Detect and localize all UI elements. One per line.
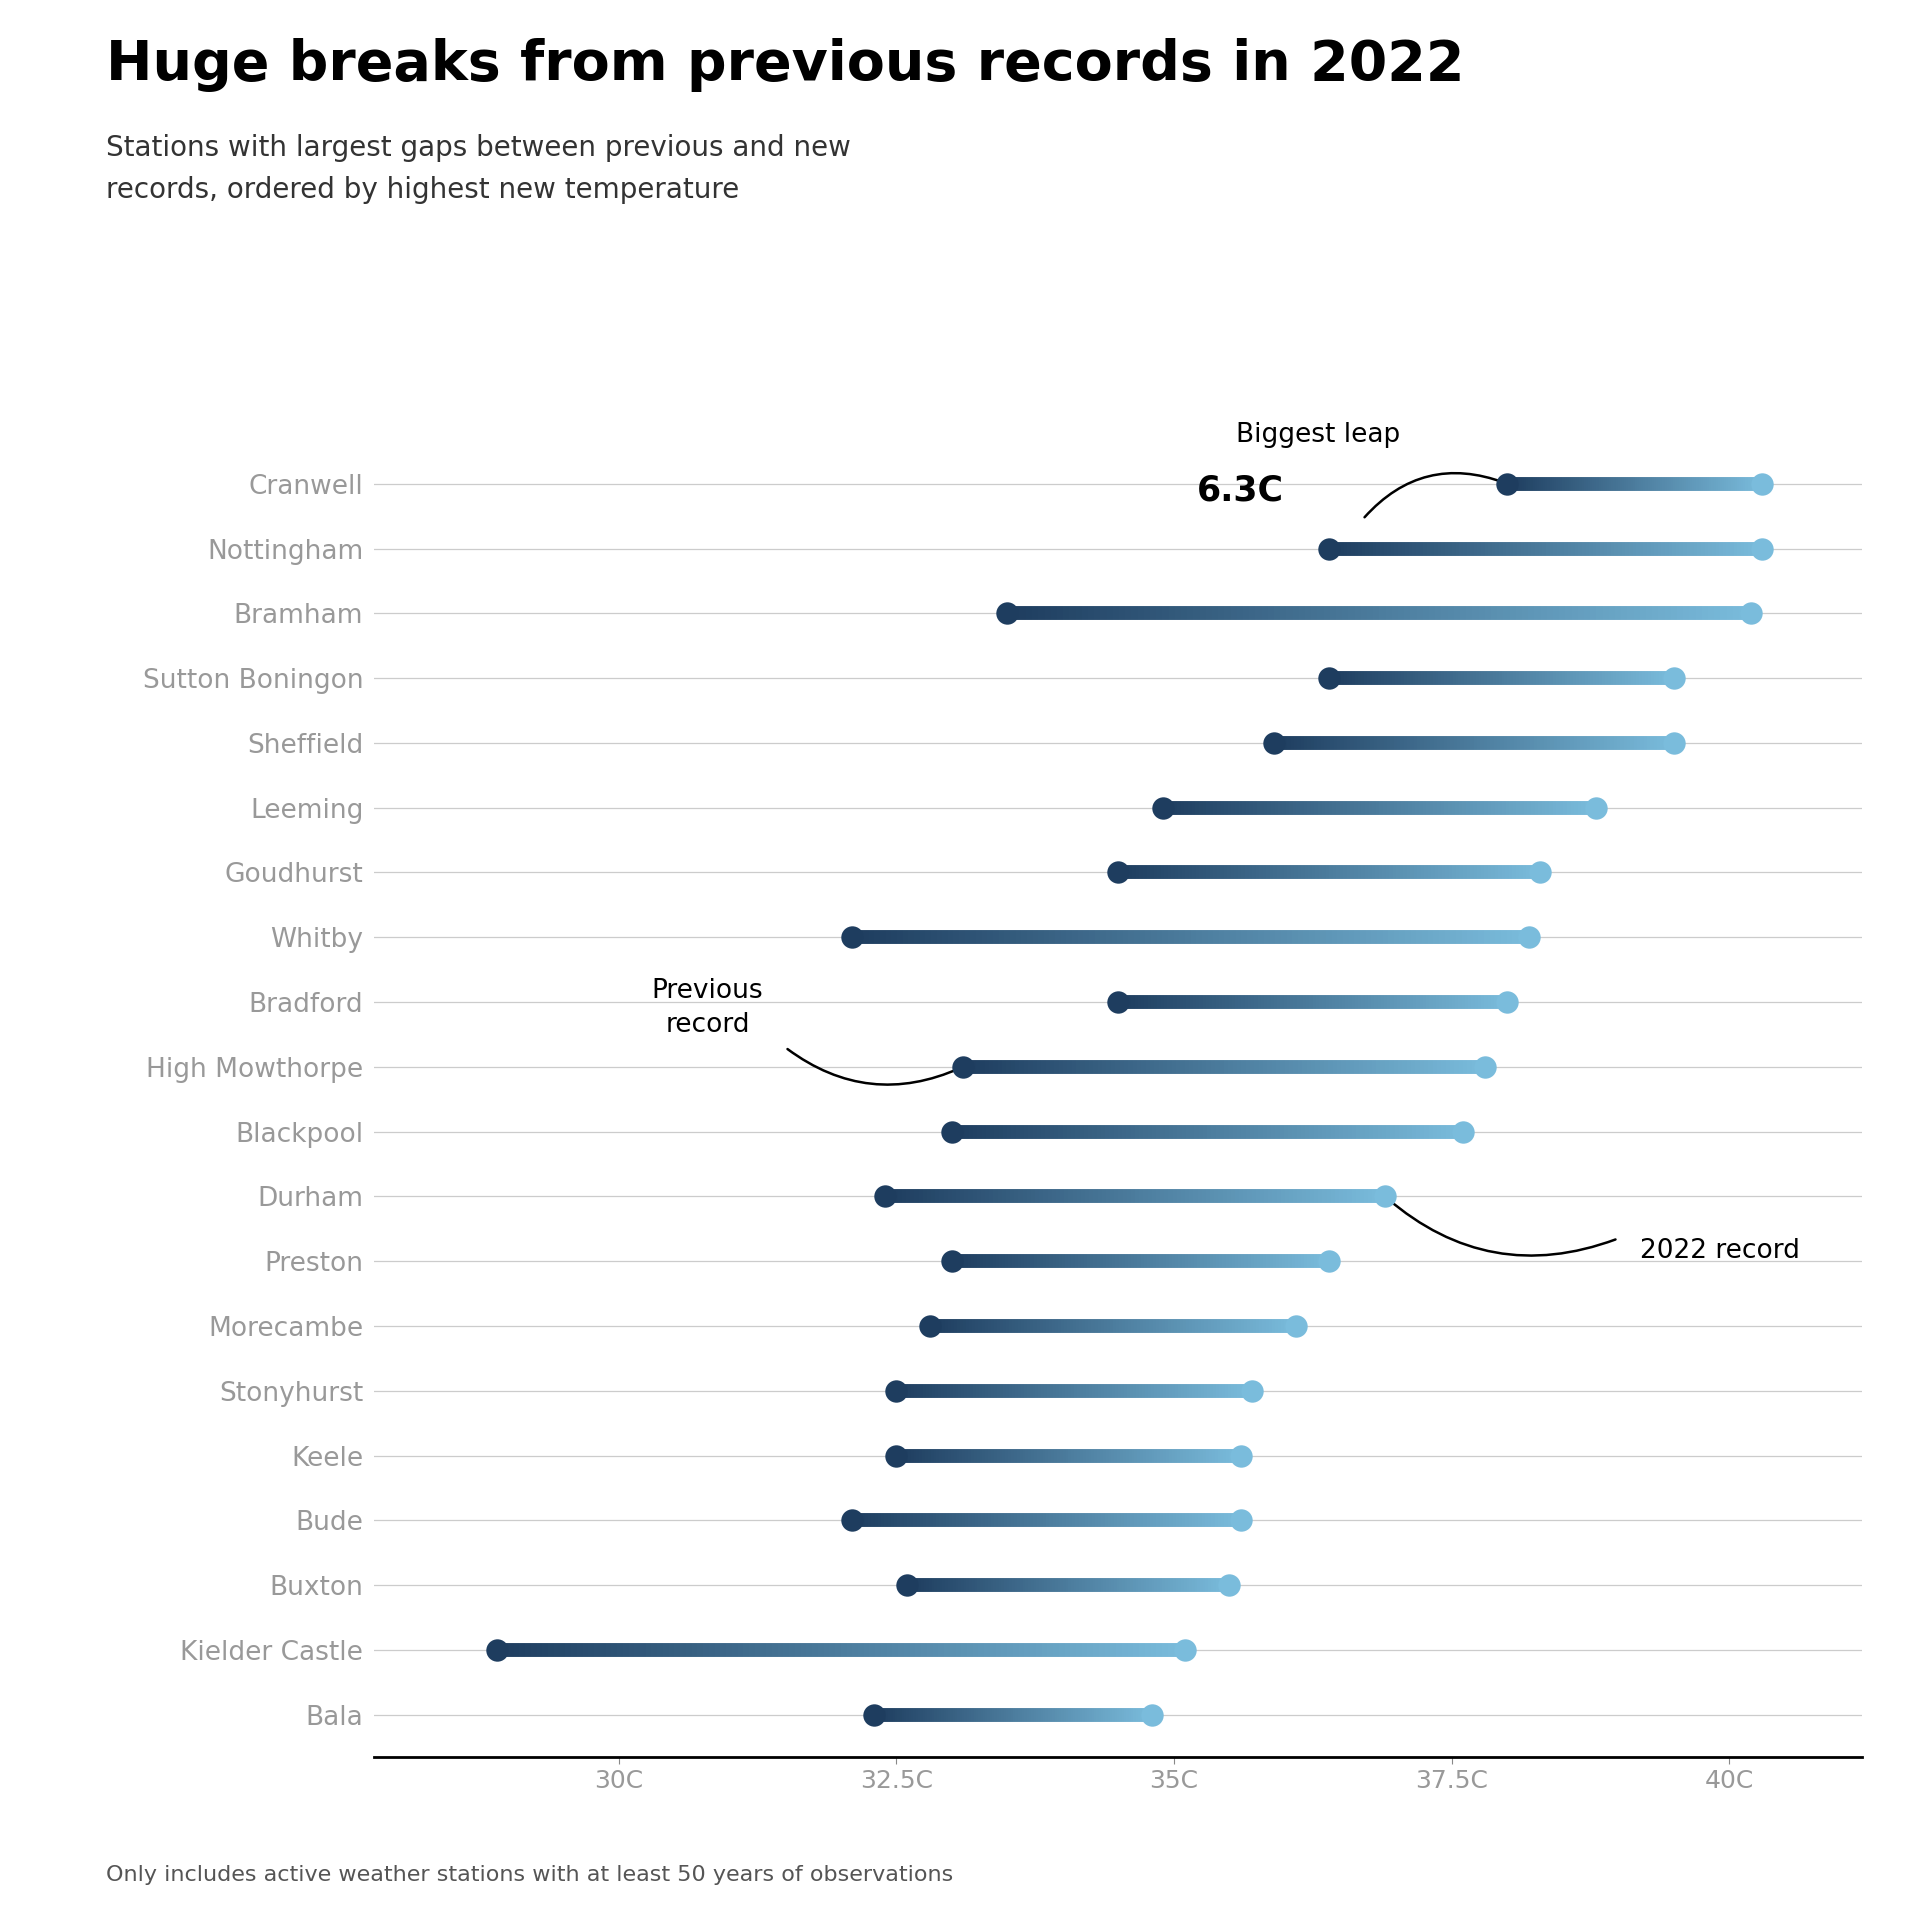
Point xyxy=(937,1246,968,1277)
Text: Biggest leap: Biggest leap xyxy=(1236,422,1400,447)
Point xyxy=(1469,1052,1500,1083)
Point xyxy=(881,1440,912,1471)
Point xyxy=(1492,987,1523,1018)
Point xyxy=(1281,1311,1311,1342)
Text: 6.3C: 6.3C xyxy=(1196,472,1284,507)
Point xyxy=(1659,728,1690,758)
Point xyxy=(1102,987,1133,1018)
Point xyxy=(1736,597,1766,628)
Point xyxy=(858,1699,889,1730)
Point xyxy=(1169,1634,1200,1665)
Point xyxy=(1747,468,1778,499)
Point xyxy=(1225,1505,1256,1536)
Point xyxy=(1513,922,1544,952)
Point xyxy=(881,1375,912,1405)
Point xyxy=(937,1116,968,1146)
Text: Previous
record: Previous record xyxy=(651,979,764,1039)
Text: Stations with largest gaps between previous and new
records, ordered by highest : Stations with largest gaps between previ… xyxy=(106,134,851,204)
Point xyxy=(1213,1571,1244,1601)
Point xyxy=(914,1311,945,1342)
Point xyxy=(1137,1699,1167,1730)
Text: Huge breaks from previous records in 2022: Huge breaks from previous records in 202… xyxy=(106,38,1465,92)
Point xyxy=(837,1505,868,1536)
Point xyxy=(1313,534,1344,564)
Point xyxy=(870,1181,900,1212)
Point xyxy=(1225,1440,1256,1471)
Point xyxy=(837,922,868,952)
Point xyxy=(1524,856,1555,887)
Point xyxy=(893,1571,924,1601)
Point xyxy=(1448,1116,1478,1146)
Point xyxy=(1102,856,1133,887)
Text: 2022 record: 2022 record xyxy=(1640,1238,1801,1265)
Text: Only includes active weather stations with at least 50 years of observations: Only includes active weather stations wi… xyxy=(106,1866,952,1885)
Point xyxy=(482,1634,513,1665)
Point xyxy=(1148,793,1179,824)
Point xyxy=(1492,468,1523,499)
Point xyxy=(1313,1246,1344,1277)
Point xyxy=(1369,1181,1400,1212)
Point xyxy=(1659,662,1690,693)
Point xyxy=(1747,534,1778,564)
Point xyxy=(948,1052,979,1083)
Point xyxy=(1313,662,1344,693)
Point xyxy=(1580,793,1611,824)
Point xyxy=(993,597,1023,628)
Point xyxy=(1236,1375,1267,1405)
Point xyxy=(1258,728,1288,758)
